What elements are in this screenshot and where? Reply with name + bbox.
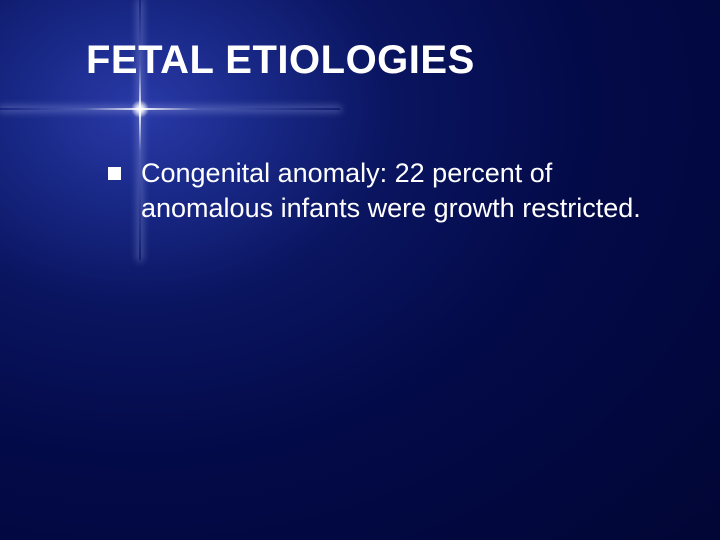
bullet-item: Congenital anomaly: 22 percent of anomal…	[108, 156, 660, 225]
slide: FETAL ETIOLOGIES Congenital anomaly: 22 …	[0, 0, 720, 540]
slide-body: Congenital anomaly: 22 percent of anomal…	[108, 156, 660, 225]
square-bullet-icon	[108, 167, 121, 180]
lens-flare-core	[131, 100, 149, 118]
bullet-text: Congenital anomaly: 22 percent of anomal…	[141, 156, 660, 225]
slide-title: FETAL ETIOLOGIES	[86, 38, 475, 83]
lens-flare-horizontal	[0, 108, 340, 110]
